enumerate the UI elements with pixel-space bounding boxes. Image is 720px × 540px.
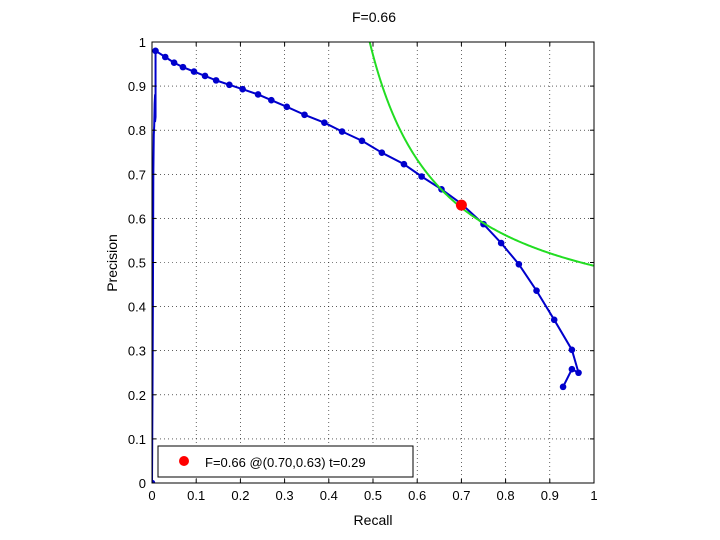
- y-tick-label: 0.7: [128, 167, 146, 182]
- pr-curve-point: [378, 149, 386, 156]
- best-f-point: [455, 199, 467, 211]
- pr-curve-point: [497, 239, 505, 247]
- pr-curve-point: [575, 369, 582, 377]
- pr-curve-point: [568, 365, 576, 373]
- pr-curve-point: [226, 81, 233, 89]
- pr-curve-point: [358, 137, 366, 145]
- pr-curve-point: [161, 53, 169, 61]
- y-tick-label: 1: [139, 35, 146, 50]
- x-tick-label: 0.5: [364, 488, 382, 503]
- legend-entry-label: F=0.66 @(0.70,0.63) t=0.29: [205, 455, 366, 470]
- pr-curve-point: [550, 316, 558, 324]
- x-tick-label: 1: [590, 488, 597, 503]
- pr-curve-point: [254, 91, 262, 98]
- x-tick-label: 0.3: [276, 488, 294, 503]
- y-tick-label: 0.3: [128, 344, 146, 359]
- pr-curve-point: [212, 77, 220, 84]
- x-tick-label: 0.4: [320, 488, 338, 503]
- axis-ticks: [151, 41, 595, 484]
- x-tick-label: 0.7: [452, 488, 470, 503]
- pr-curve-point: [418, 173, 425, 180]
- pr-curve-point: [338, 128, 346, 135]
- pr-curve-point: [321, 119, 328, 127]
- pr-curve-point: [201, 72, 209, 80]
- chart-title: F=0.66: [352, 9, 396, 25]
- pr-curve-line: [152, 49, 580, 483]
- x-tick-label: 0: [148, 488, 155, 503]
- pr-curve-point: [283, 103, 291, 111]
- legend-marker: [179, 456, 189, 466]
- plot-area: [151, 41, 595, 484]
- y-tick-label: 0.6: [128, 211, 146, 226]
- y-tick-label: 0.5: [128, 256, 146, 271]
- pr-curve-point: [152, 47, 159, 55]
- y-tick-label: 0.4: [128, 300, 146, 315]
- legend: F=0.66 @(0.70,0.63) t=0.29: [157, 445, 414, 478]
- x-tick-label: 0.8: [497, 488, 515, 503]
- x-tick-label: 0.2: [231, 488, 249, 503]
- pr-curve-point: [239, 85, 246, 93]
- pr-curve-point: [533, 287, 540, 295]
- pr-curve-point: [301, 111, 308, 119]
- x-tick-label: 0.9: [541, 488, 559, 503]
- y-tick-label: 0.2: [128, 388, 146, 403]
- pr-curve-point: [152, 479, 156, 483]
- x-tick-label: 0.1: [187, 488, 205, 503]
- pr-curve-point: [568, 346, 576, 354]
- x-tick-label: 0.6: [408, 488, 426, 503]
- y-tick-label: 0.9: [128, 79, 146, 94]
- curves: [152, 42, 594, 483]
- pr-curve-point: [268, 96, 275, 104]
- pr-curve-point: [170, 59, 178, 67]
- y-axis-title: Precision: [104, 234, 120, 292]
- legend-box: [157, 445, 414, 478]
- iso-f-curve: [368, 42, 594, 267]
- pr-curve-point: [400, 160, 408, 168]
- y-tick-label: 0.1: [128, 432, 146, 447]
- y-tick-label: 0: [139, 476, 146, 491]
- grid: [152, 42, 594, 483]
- pr-curve-point: [515, 260, 523, 268]
- y-tick-label: 0.8: [128, 123, 146, 138]
- pr-curve-point: [190, 68, 198, 75]
- pr-curve-point: [179, 63, 187, 71]
- pr-curve-point: [559, 383, 567, 391]
- x-axis-title: Recall: [354, 512, 393, 528]
